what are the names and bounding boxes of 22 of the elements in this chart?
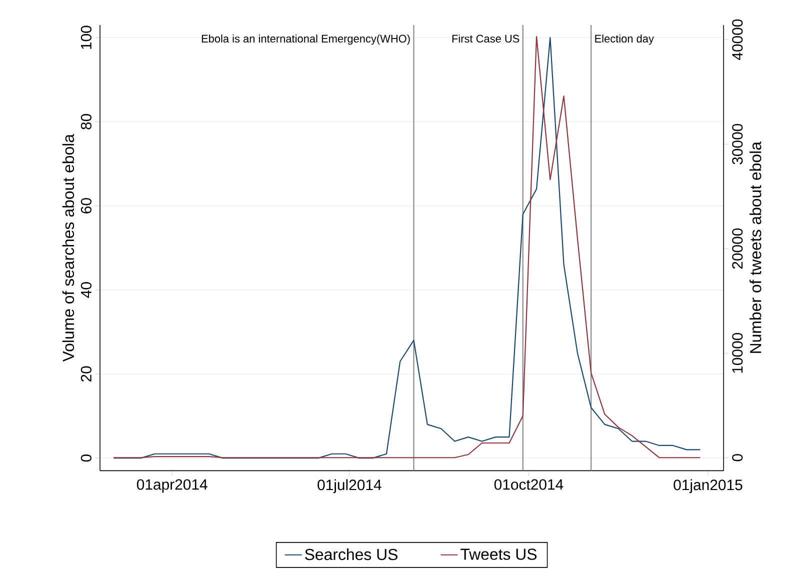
y2-tick-label: 0	[732, 454, 743, 462]
ref-line-label: Election day	[595, 34, 654, 45]
ref-line-label: Ebola is an international Emergency(WHO)	[202, 34, 410, 45]
x-tick-label: 01jan2015	[674, 479, 742, 494]
y-tick-label: 60	[80, 198, 92, 214]
ref-line-label: First Case US	[452, 34, 520, 43]
legend-label: Tweets US	[460, 548, 537, 560]
y2-tick-label: 40000	[732, 19, 743, 60]
y-axis-title: Volume of searches about ebola	[62, 134, 74, 362]
y-tick-label: 20	[80, 366, 92, 382]
x-tick-label: 01jul2014	[318, 479, 382, 494]
y-tick-label: 100	[80, 26, 92, 49]
legend-label: Searches US	[305, 548, 398, 560]
y-tick-label: 0	[80, 454, 92, 462]
y2-tick-label: 10000	[732, 332, 743, 373]
x-tick-label: 01oct2014	[494, 479, 564, 490]
x-tick-label: 01apr2014	[136, 479, 208, 493]
y2-axis-title: Number of tweets about ebola	[750, 142, 762, 353]
y-tick-label: 80	[80, 114, 92, 130]
y2-tick-label: 20000	[732, 228, 743, 269]
y-tick-label: 40	[80, 282, 92, 298]
y2-tick-label: 30000	[732, 124, 743, 164]
